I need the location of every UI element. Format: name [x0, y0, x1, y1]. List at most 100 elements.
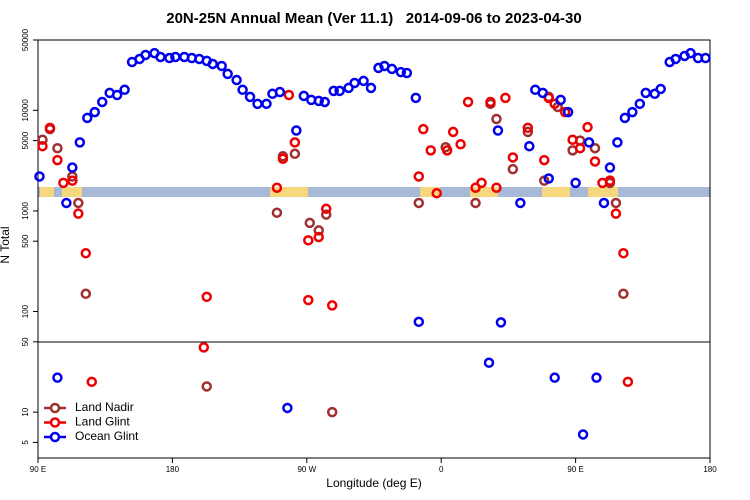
point — [52, 372, 63, 383]
point — [589, 156, 601, 167]
point — [358, 75, 369, 87]
point — [522, 126, 534, 138]
point — [365, 82, 377, 94]
x-tick-label: 90 E — [30, 465, 46, 474]
point — [462, 96, 474, 108]
point — [515, 197, 526, 209]
land-patch — [470, 187, 498, 197]
point — [549, 372, 560, 383]
point — [80, 288, 92, 300]
point — [483, 357, 495, 368]
legend-marker — [49, 402, 61, 414]
point — [670, 53, 681, 65]
point — [34, 171, 45, 182]
point — [231, 74, 242, 86]
point — [274, 86, 286, 98]
point — [349, 77, 360, 89]
x-tick-label: 180 — [703, 465, 717, 474]
point — [507, 152, 519, 163]
point — [155, 51, 166, 63]
x-tick-label: 180 — [166, 465, 180, 474]
point — [244, 91, 256, 103]
x-axis-label: Longitude (deg E) — [326, 476, 421, 490]
point — [413, 171, 425, 182]
point — [413, 197, 425, 209]
x-tick-label: 0 — [439, 465, 444, 474]
land-patch — [588, 187, 618, 197]
legend-label: Land Glint — [75, 415, 130, 429]
y-tick-label: 100 — [21, 304, 30, 318]
point — [441, 145, 453, 156]
point — [298, 90, 310, 102]
point — [119, 84, 130, 96]
point — [80, 247, 92, 259]
point — [543, 173, 554, 184]
point — [610, 208, 622, 219]
land-patch — [62, 187, 82, 197]
point — [570, 177, 581, 189]
point — [627, 106, 638, 118]
point — [289, 148, 301, 160]
point — [207, 58, 218, 70]
point — [476, 177, 487, 189]
point — [52, 142, 63, 154]
point — [622, 376, 634, 388]
y-tick-label: 50000 — [21, 28, 30, 51]
point — [164, 52, 175, 64]
point — [222, 68, 233, 80]
point — [604, 175, 616, 186]
point — [589, 142, 601, 154]
series — [34, 47, 711, 440]
point — [140, 49, 151, 61]
point — [271, 207, 283, 218]
point — [216, 60, 227, 72]
point — [44, 122, 56, 134]
point — [96, 96, 108, 108]
point — [618, 288, 629, 300]
point — [334, 85, 345, 97]
point — [67, 162, 78, 173]
point — [470, 197, 481, 209]
point — [289, 137, 301, 148]
point — [86, 376, 98, 388]
point — [37, 134, 48, 145]
point — [283, 89, 295, 101]
legend-label: Land Nadir — [75, 400, 134, 414]
point — [612, 137, 623, 148]
point — [395, 66, 407, 78]
point — [58, 177, 69, 189]
point — [567, 134, 578, 145]
point — [386, 63, 398, 75]
point — [237, 84, 248, 96]
point — [343, 82, 354, 94]
land-ocean-strip — [38, 187, 710, 197]
point — [507, 163, 519, 175]
point — [410, 92, 422, 104]
y-tick-label: 10000 — [21, 99, 30, 122]
point — [640, 87, 652, 99]
point — [685, 47, 696, 59]
point — [582, 121, 593, 133]
point — [522, 122, 534, 134]
y-tick-label: 10 — [21, 407, 30, 416]
point — [455, 138, 466, 150]
point — [61, 197, 72, 209]
point — [271, 182, 283, 193]
point — [198, 342, 210, 353]
point — [303, 235, 314, 246]
land-patch — [270, 187, 308, 197]
point — [500, 92, 511, 104]
point — [537, 87, 548, 99]
point — [326, 406, 338, 418]
point — [431, 187, 442, 199]
point — [618, 247, 629, 259]
point — [252, 98, 263, 110]
series — [37, 91, 629, 418]
chart-title: 20N-25N Annual Mean (Ver 11.1) 2014-09-0… — [166, 10, 581, 27]
point — [401, 67, 413, 79]
point — [495, 317, 507, 328]
point — [320, 203, 332, 215]
point — [313, 95, 324, 107]
point — [170, 51, 181, 63]
